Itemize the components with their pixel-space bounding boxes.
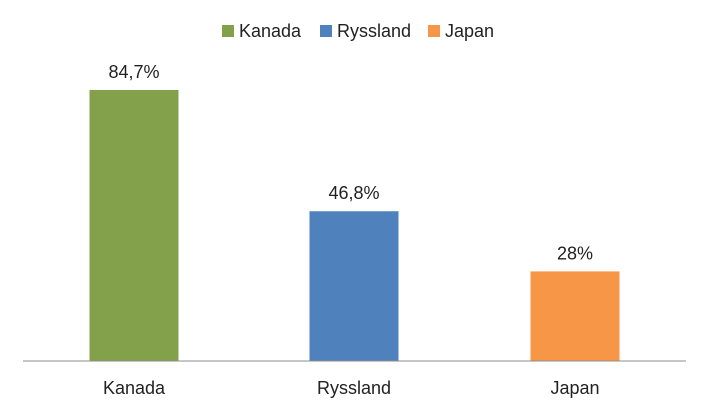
x-tick-label-kanada: Kanada [103,378,166,398]
legend-label-ryssland: Ryssland [337,21,411,41]
bar-ryssland[interactable] [309,211,399,361]
x-tick-label-ryssland: Ryssland [317,378,391,398]
legend-label-kanada: Kanada [239,21,302,41]
bar-kanada[interactable] [89,89,179,362]
legend-item-japan[interactable]: Japan [428,21,494,41]
legend-swatch-japan [428,25,440,37]
legend-label-japan: Japan [445,21,494,41]
bar-japan[interactable] [530,271,620,361]
legend-item-kanada[interactable]: Kanada [222,21,302,41]
bar-series [89,89,620,362]
data-label-kanada: 84,7% [108,62,159,82]
x-axis-tick-labels: Kanada Ryssland Japan [103,378,600,398]
legend-item-ryssland[interactable]: Ryssland [320,21,411,41]
chart-legend: Kanada Ryssland Japan [222,21,494,41]
data-label-ryssland: 46,8% [328,183,379,203]
data-label-japan: 28% [557,243,593,263]
data-labels: 84,7% 46,8% 28% [108,62,593,263]
legend-swatch-ryssland [320,25,332,37]
legend-swatch-kanada [222,25,234,37]
x-tick-label-japan: Japan [550,378,599,398]
